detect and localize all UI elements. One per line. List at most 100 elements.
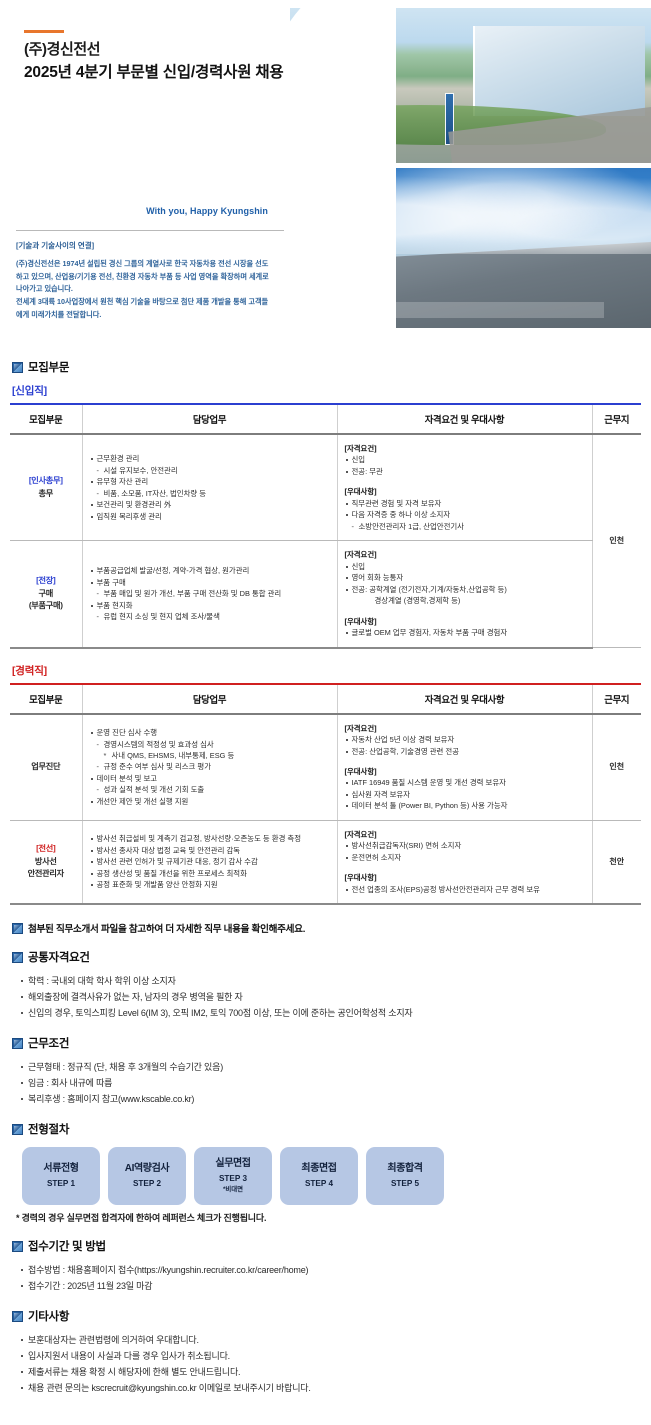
bullet-item: 데이터 분석 툴 (Power BI, Python 등) 사용 가능자 [345, 800, 585, 811]
section-heading-recruit: 모집부문 [12, 359, 641, 375]
cell-duties: 운영 진단 심사 수행경영시스템의 적정성 및 효과성 심사사내 QMS, EH… [81, 713, 337, 821]
section-heading-apply: 접수기간 및 방법 [12, 1238, 641, 1254]
list-item: 복리후생 : 홈페이지 참고(www.kscable.co.kr) [20, 1091, 641, 1107]
table-header-row: 모집부문 담당업무 자격요건 및 우대사항 근무지 [10, 404, 641, 435]
bullet-item: 부품 매입 및 원가 개선, 부품 구매 전산화 및 DB 통합 관리 [90, 588, 330, 600]
cell-location: 인천 [591, 713, 641, 821]
bullet-item: 소방안전관리자 1급, 산업안전기사 [345, 521, 585, 533]
table-row: [전선] 방사선 안전관리자 방사선 취급설비 및 계측기 검교정, 방사선량·오존농… [10, 820, 641, 906]
bullet-item: 경상계열 (경영학,경제학 등) [374, 596, 461, 606]
company-description-line: 하고 있으며, 산업용/기기용 전선, 친환경 자동차 부품 등 사업 영역을 … [16, 271, 269, 281]
common-requirements-list: 학력 : 국내외 대학 학사 학위 이상 소지자 해외출장에 결격사유가 없는 자… [20, 973, 641, 1021]
qualification-group-title: [자격요건] [344, 444, 377, 453]
step-number: STEP 2 [132, 1178, 162, 1188]
bullet-item: 전선 업종의 조사(EPS)공정 방사선안전관리자 근무 경력 보유 [345, 884, 585, 895]
preference-group-title: [우대사항] [344, 873, 377, 883]
list-item: 제출서류는 채용 확정 시 해당자에 한해 별도 안내드립니다. [20, 1364, 641, 1380]
bullet-list: 자동차 산업 5년 이상 경력 보유자 전공: 산업공학, 기술경영 관련 전공 [345, 734, 585, 757]
page-title: 2025년 4분기 부문별 신입/경력사원 채용 [24, 64, 284, 81]
list-item: 접수방법 : 채용홈페이지 접수(https://kyungshin.recru… [20, 1262, 641, 1278]
list-item: 임금 : 회사 내규에 따름 [20, 1075, 641, 1091]
etc-info-list: 보훈대상자는 관련법령에 의거하여 우대합니다. 입사지원서 내용이 사실과 다를… [20, 1332, 641, 1396]
bullet-list: 운영 진단 심사 수행경영시스템의 적정성 및 효과성 심사사내 QMS, EH… [90, 727, 330, 807]
cell-duties: 방사선 취급설비 및 계측기 검교정, 방사선량·오존농도 등 환경 측정 방사선… [81, 820, 337, 906]
section-heading-work-cond: 근무조건 [12, 1035, 641, 1051]
cell-qualifications: [자격요건] 자동차 산업 5년 이상 경력 보유자 전공: 산업공학, 기술경영 … [336, 713, 592, 821]
section-heading-common-req: 공통자격요건 [12, 949, 641, 965]
cell-location: 천안 [591, 820, 641, 906]
step-note: *비대면 [222, 1186, 244, 1194]
list-item: 보훈대상자는 관련법령에 의거하여 우대합니다. [20, 1332, 641, 1348]
section-title: 근무조건 [28, 1038, 70, 1051]
company-description-line: 전세계 3대륙 10사업장에서 원천 핵심 기술을 바탕으로 첨단 제품 개발을… [16, 296, 269, 306]
bullet-list: 방사선 취급설비 및 계측기 검교정, 방사선량·오존농도 등 환경 측정 방사선… [90, 833, 330, 890]
bullet-item: 임직원 복리후생 관리 [90, 511, 330, 522]
list-item: 해외출장에 결격사유가 없는 자, 남자의 경우 병역을 필한 자 [20, 989, 641, 1005]
table-header-row: 모집부문 담당업무 자격요건 및 우대사항 근무지 [10, 683, 641, 715]
process-steps: 서류전형 STEP 1 AI역량검사 STEP 2 실무면접 STEP 3 *비대면 최종면접… [22, 1147, 641, 1206]
new-grad-table: 모집부문 담당업무 자격요건 및 우대사항 근무지 [인사총무] 총무 근무환경 관… [10, 403, 641, 649]
bullet-item: 신입 [345, 454, 585, 465]
step-number: STEP 3 [218, 1173, 248, 1183]
bullet-square-icon [12, 922, 23, 934]
th-duty: 담당업무 [81, 683, 337, 715]
bullet-item: 경영시스템의 적정성 및 효과성 심사 [90, 739, 330, 751]
section-heading-process: 전형절차 [12, 1121, 641, 1137]
divider [16, 230, 284, 231]
bullet-item: 부품 구매 [90, 577, 330, 588]
experienced-table: 모집부문 담당업무 자격요건 및 우대사항 근무지 업무진단 운영 진단 심사 수… [10, 682, 641, 906]
process-step-2: AI역량검사 STEP 2 [108, 1147, 186, 1206]
bullet-list: 글로벌 OEM 업무 경험자, 자동차 부품 구매 경험자 [345, 627, 585, 638]
part-name-sub: 안전관리자 [27, 869, 64, 879]
section-title: 전형절차 [28, 1124, 70, 1137]
part-name: 총무 [38, 488, 54, 498]
part-name: 방사선 [34, 856, 57, 866]
bullet-list: 신입 영어 회화 능통자 전공: 공학계열 (전기전자,기계/자동차,산업공학 등)… [345, 561, 585, 607]
qualification-group-title: [자격요건] [344, 550, 377, 560]
th-loc: 근무지 [591, 404, 641, 435]
bullet-list: IATF 16949 품질 시스템 운영 및 개선 경력 보유자 심사원 자격 보… [345, 777, 585, 811]
bullet-square-icon [12, 1310, 23, 1322]
list-item: 학력 : 국내외 대학 학사 학위 이상 소지자 [20, 973, 641, 989]
bullet-item: 유무형 자산 관리 [90, 476, 330, 487]
company-description-line: 나아가고 있습니다. [16, 284, 73, 294]
company-description: (주)경신전선은 1974년 설립된 경신 그룹의 계열사로 한국 자동차용 전… [16, 258, 290, 321]
list-item: 근무형태 : 정규직 (단, 채용 후 3개월의 수습기간 있음) [20, 1059, 641, 1075]
bullet-square-icon [12, 1240, 23, 1252]
bullet-item: 직무관련 경험 및 자격 보유자 [345, 498, 585, 509]
bullet-item: 보건관리 및 환경관리 外 [90, 499, 330, 510]
attachment-note: 첨부된 직무소개서 파일을 참고하여 더 자세한 직무 내용을 확인해주세요. [12, 921, 641, 935]
company-slogan: With you, Happy Kyungshin [146, 206, 268, 216]
bullet-item: 유럽 현지 소싱 및 현지 업체 조사/물색 [90, 611, 330, 623]
bullet-item: 방사선 종사자 대상 법정 교육 및 안전관리 감독 [90, 845, 330, 856]
section-heading-etc: 기타사항 [12, 1308, 641, 1324]
process-step-5: 최종합격 STEP 5 [366, 1147, 444, 1206]
step-name: 최종합격 [387, 1163, 423, 1175]
bullet-item: 신입 [345, 561, 585, 572]
process-step-3: 실무면접 STEP 3 *비대면 [194, 1147, 272, 1206]
cell-qualifications: [자격요건] 신입 전공: 무관 [우대사항] 직무관련 경험 및 자격 보유자 다음 자… [336, 434, 592, 542]
bullet-item: 공정 표준화 및 개발품 양산 안정화 지원 [90, 879, 330, 890]
step-number: STEP 1 [46, 1178, 76, 1188]
bullet-item: 방사선취급감독자(SRI) 면허 소지자 [345, 840, 585, 851]
company-description-line: (주)경신전선은 1974년 설립된 경신 그룹의 계열사로 한국 자동차용 전… [16, 259, 269, 268]
part-name: 구매 [38, 588, 54, 598]
subsection-new-grad-label: [신입직] [12, 385, 47, 397]
process-step-1: 서류전형 STEP 1 [22, 1147, 100, 1206]
cell-recruit-part: [인사총무] 총무 [10, 434, 82, 542]
bullet-square-icon [12, 1037, 23, 1049]
cell-qualifications: [자격요건] 신입 영어 회화 능통자 전공: 공학계열 (전기전자,기계/자동차,산… [336, 540, 592, 649]
subsection-experienced-label: [경력직] [12, 664, 47, 677]
hero-banner: (주)경신전선 2025년 4분기 부문별 신입/경력사원 채용 With yo… [0, 0, 651, 345]
cell-recruit-part: 업무진단 [10, 713, 82, 821]
list-item: 채용 관련 문의는 kscrecruit@kyungshin.co.kr 이메일… [20, 1380, 641, 1396]
work-conditions-list: 근무형태 : 정규직 (단, 채용 후 3개월의 수습기간 있음) 임금 : 회사… [20, 1059, 641, 1107]
preference-group-title: [우대사항] [344, 616, 377, 626]
accent-bar [24, 30, 64, 33]
bullet-item: 심사원 자격 보유자 [345, 789, 585, 800]
section-title: 공통자격요건 [28, 952, 90, 965]
cell-location: 인천 [591, 434, 641, 649]
